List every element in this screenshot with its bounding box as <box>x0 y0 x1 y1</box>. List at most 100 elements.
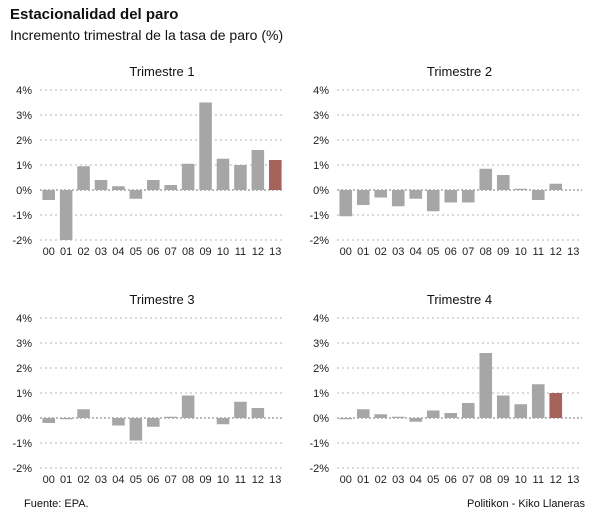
chart-panel-3: Trimestre 3 -2% -1% 0% 1% 2% 3% 4% 00 01 02 03 04 05 0… <box>12 292 284 486</box>
x-tick-label: 01 <box>357 474 369 486</box>
x-tick-label: 12 <box>550 246 562 258</box>
x-tick-label: 06 <box>445 246 457 258</box>
y-tick-label: 3% <box>313 110 329 122</box>
y-tick-label: 3% <box>16 338 32 350</box>
bar-03 <box>391 190 405 207</box>
x-tick-label: 08 <box>182 246 194 258</box>
x-tick-label: 11 <box>235 474 246 486</box>
x-tick-label: 01 <box>60 474 72 486</box>
y-tick-label: -1% <box>12 438 32 450</box>
panel-title: Trimestre 2 <box>427 64 492 79</box>
bar-07 <box>461 403 475 418</box>
x-tick-label: 04 <box>112 474 124 486</box>
y-tick-label: 2% <box>16 363 32 375</box>
bar-10 <box>216 418 230 425</box>
x-tick-label: 08 <box>480 246 492 258</box>
bar-04 <box>112 186 125 190</box>
bar-08 <box>181 395 195 418</box>
bar-02 <box>77 409 90 418</box>
bar-05 <box>426 410 440 418</box>
source-note: Fuente: EPA. <box>24 498 89 510</box>
bar-10 <box>514 188 528 190</box>
chart-panel-4: Trimestre 4 -2% -1% 0% 1% 2% 3% 4% 00 01 02 03 04 05 0… <box>309 292 582 486</box>
y-tick-label: -2% <box>12 235 32 247</box>
y-tick-label: 0% <box>313 413 329 425</box>
x-tick-label: 03 <box>392 246 404 258</box>
x-tick-label: 13 <box>269 246 281 258</box>
bar-01 <box>59 418 73 420</box>
y-tick-label: 1% <box>16 160 32 172</box>
y-tick-label: 4% <box>16 85 32 97</box>
y-tick-label: 2% <box>313 135 329 147</box>
y-tick-label: -1% <box>309 438 329 450</box>
x-tick-label: 02 <box>77 474 89 486</box>
x-tick-label: 11 <box>533 246 544 258</box>
x-tick-label: 00 <box>340 246 352 258</box>
bar-00 <box>42 418 55 423</box>
bar-01 <box>356 190 370 205</box>
bar-12 <box>251 150 265 190</box>
x-tick-label: 11 <box>235 246 246 258</box>
x-tick-label: 06 <box>147 246 159 258</box>
chart-title: Estacionalidad del paro <box>10 6 179 23</box>
x-tick-label: 01 <box>60 246 72 258</box>
x-tick-label: 05 <box>427 474 439 486</box>
x-tick-label: 13 <box>567 474 579 486</box>
x-tick-label: 01 <box>357 246 369 258</box>
bar-10 <box>514 404 528 418</box>
x-tick-label: 08 <box>480 474 492 486</box>
y-tick-label: 4% <box>16 313 32 325</box>
y-tick-label: -1% <box>12 210 32 222</box>
x-tick-label: 07 <box>165 246 177 258</box>
bar-12 <box>251 408 265 418</box>
y-tick-label: 0% <box>16 413 32 425</box>
bar-01 <box>59 190 73 240</box>
bar-05 <box>129 418 143 441</box>
panel-title: Trimestre 3 <box>129 292 194 307</box>
x-tick-label: 09 <box>199 246 211 258</box>
x-tick-label: 08 <box>182 474 194 486</box>
bar-06 <box>444 413 458 418</box>
panel-title: Trimestre 4 <box>427 292 492 307</box>
panel-title: Trimestre 1 <box>129 64 194 79</box>
x-tick-label: 02 <box>77 246 89 258</box>
x-tick-label: 02 <box>375 246 387 258</box>
x-tick-label: 13 <box>567 246 579 258</box>
x-tick-label: 12 <box>252 474 264 486</box>
bar-12 <box>549 393 563 418</box>
bar-11 <box>234 401 247 418</box>
x-tick-label: 09 <box>199 474 211 486</box>
y-tick-label: -2% <box>12 463 32 475</box>
bar-08 <box>479 168 493 190</box>
x-tick-label: 00 <box>43 474 55 486</box>
y-tick-label: 3% <box>16 110 32 122</box>
bar-12 <box>549 183 563 190</box>
x-tick-label: 03 <box>95 474 107 486</box>
bar-01 <box>356 409 370 418</box>
y-tick-label: 2% <box>313 363 329 375</box>
bar-03 <box>391 416 405 418</box>
y-tick-label: -2% <box>309 463 329 475</box>
bar-03 <box>94 180 108 190</box>
x-tick-label: 04 <box>112 246 124 258</box>
bar-02 <box>374 190 388 198</box>
bar-05 <box>129 190 143 199</box>
bar-00 <box>339 418 353 420</box>
x-tick-label: 04 <box>410 474 422 486</box>
y-tick-label: 1% <box>313 388 329 400</box>
chart-panel-1: Trimestre 1 -2% -1% 0% 1% 2% 3% 4% 00 01 02 03 04 05 0… <box>12 64 284 258</box>
x-tick-label: 05 <box>427 246 439 258</box>
bar-08 <box>181 163 195 190</box>
x-tick-label: 09 <box>497 474 509 486</box>
bar-08 <box>479 353 493 418</box>
x-tick-label: 11 <box>533 474 544 486</box>
bar-02 <box>77 166 90 190</box>
x-tick-label: 02 <box>375 474 387 486</box>
x-tick-label: 00 <box>43 246 55 258</box>
x-tick-label: 07 <box>165 474 177 486</box>
bar-02 <box>374 414 388 418</box>
bar-07 <box>164 185 177 190</box>
chart-subtitle: Incremento trimestral de la tasa de paro… <box>10 27 284 43</box>
bar-11 <box>234 165 247 190</box>
y-tick-label: 0% <box>16 185 32 197</box>
